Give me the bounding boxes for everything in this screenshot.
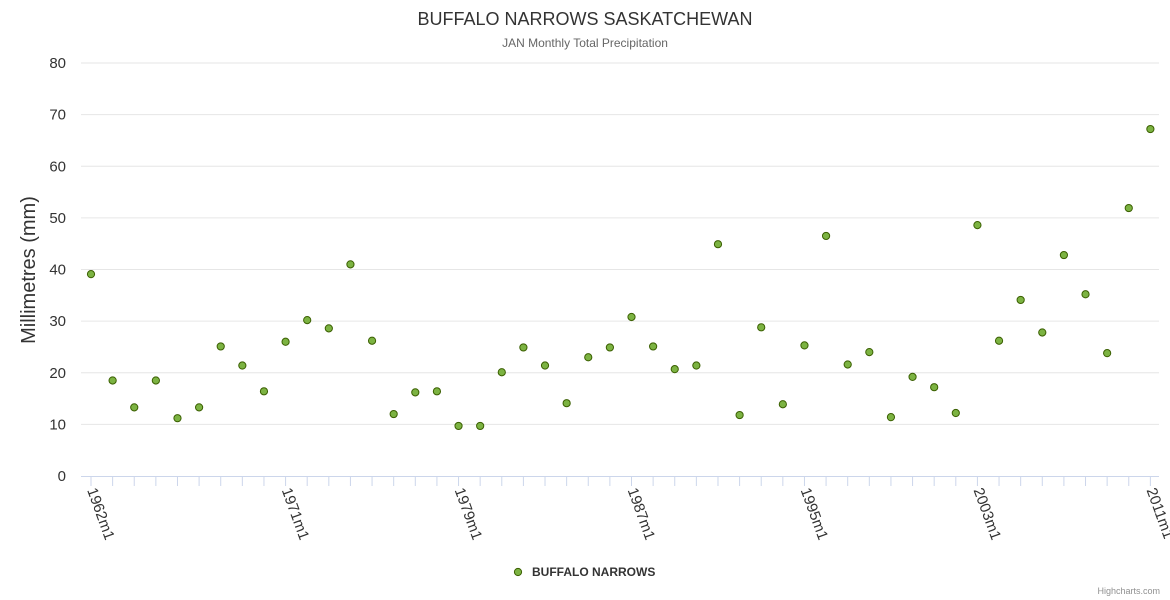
chart-subtitle: JAN Monthly Total Precipitation bbox=[502, 36, 668, 50]
x-tick-label: 2011m1 bbox=[1143, 486, 1170, 542]
y-tick-label: 50 bbox=[49, 210, 66, 227]
data-point[interactable] bbox=[930, 383, 939, 392]
data-point[interactable] bbox=[886, 413, 896, 422]
data-point[interactable] bbox=[1038, 328, 1047, 337]
y-axis-label: Millimetres (mm) bbox=[18, 196, 40, 344]
data-point[interactable] bbox=[605, 343, 614, 352]
data-point[interactable] bbox=[151, 376, 160, 385]
data-point[interactable] bbox=[195, 403, 204, 412]
data-point[interactable] bbox=[627, 312, 636, 322]
y-tick-label: 20 bbox=[49, 365, 66, 382]
data-point[interactable] bbox=[865, 348, 874, 357]
x-tick-label: 2003m1 bbox=[970, 486, 1005, 543]
y-tick-label: 0 bbox=[58, 468, 66, 485]
x-tick-label: 1987m1 bbox=[624, 486, 659, 543]
grid-lines bbox=[81, 62, 1159, 425]
data-point[interactable] bbox=[476, 421, 485, 431]
y-tick-label: 60 bbox=[49, 158, 66, 175]
data-point[interactable] bbox=[303, 315, 312, 325]
data-point[interactable] bbox=[994, 336, 1004, 345]
data-point[interactable] bbox=[259, 387, 269, 396]
legend-label[interactable]: BUFFALO NARROWS bbox=[532, 565, 655, 579]
data-point[interactable] bbox=[821, 231, 831, 241]
data-point[interactable] bbox=[735, 410, 744, 420]
data-point[interactable] bbox=[670, 365, 679, 374]
data-point[interactable] bbox=[908, 372, 917, 381]
data-point[interactable] bbox=[800, 341, 809, 350]
data-point[interactable] bbox=[216, 342, 225, 351]
y-tick-label: 70 bbox=[49, 107, 66, 124]
credits-link[interactable]: Highcharts.com bbox=[1097, 586, 1160, 596]
legend-marker bbox=[513, 567, 523, 577]
data-point[interactable] bbox=[1016, 295, 1025, 305]
data-points[interactable] bbox=[86, 124, 1155, 431]
data-point[interactable] bbox=[1059, 250, 1069, 260]
data-point[interactable] bbox=[346, 260, 355, 269]
data-point[interactable] bbox=[130, 403, 139, 412]
data-point[interactable] bbox=[389, 409, 398, 419]
data-point[interactable] bbox=[973, 221, 982, 230]
data-point[interactable] bbox=[540, 361, 550, 370]
y-axis-ticks: 0 10 20 30 40 50 60 70 80 bbox=[49, 55, 66, 485]
data-point[interactable] bbox=[1081, 290, 1090, 299]
data-point[interactable] bbox=[281, 337, 290, 346]
legend[interactable]: BUFFALO NARROWS bbox=[513, 565, 655, 579]
x-tick-label: 1962m1 bbox=[83, 486, 118, 543]
data-point[interactable] bbox=[1103, 349, 1112, 358]
data-point[interactable] bbox=[324, 324, 333, 333]
data-point[interactable] bbox=[757, 323, 766, 332]
y-tick-label: 30 bbox=[49, 313, 66, 330]
data-point[interactable] bbox=[584, 353, 593, 362]
data-point[interactable] bbox=[1124, 203, 1133, 213]
data-point[interactable] bbox=[562, 399, 571, 408]
data-point[interactable] bbox=[432, 387, 442, 396]
data-point[interactable] bbox=[778, 400, 787, 409]
data-point[interactable] bbox=[692, 361, 701, 370]
data-point[interactable] bbox=[238, 361, 247, 370]
data-point[interactable] bbox=[519, 343, 528, 352]
data-point[interactable] bbox=[951, 408, 960, 418]
data-point[interactable] bbox=[173, 414, 182, 423]
data-point[interactable] bbox=[1146, 124, 1155, 134]
data-point[interactable] bbox=[411, 388, 420, 397]
x-tick-label: 1979m1 bbox=[451, 486, 486, 543]
x-axis: 1962m1 1971m1 1979m1 1987m1 1995m1 2003m1 2011… bbox=[81, 476, 1170, 542]
data-point[interactable] bbox=[649, 342, 658, 351]
data-point[interactable] bbox=[454, 421, 463, 431]
data-point[interactable] bbox=[108, 376, 117, 385]
y-tick-label: 40 bbox=[49, 262, 66, 279]
y-tick-label: 10 bbox=[49, 416, 66, 433]
data-point[interactable] bbox=[367, 336, 377, 345]
chart-title: BUFFALO NARROWS SASKATCHEWAN bbox=[417, 9, 752, 29]
data-point[interactable] bbox=[843, 360, 852, 369]
y-tick-label: 80 bbox=[49, 55, 66, 72]
x-tick-label: 1995m1 bbox=[797, 486, 832, 543]
data-point[interactable] bbox=[86, 270, 96, 279]
x-tick-label: 1971m1 bbox=[278, 486, 313, 543]
data-point[interactable] bbox=[713, 240, 723, 249]
data-point[interactable] bbox=[497, 368, 506, 377]
